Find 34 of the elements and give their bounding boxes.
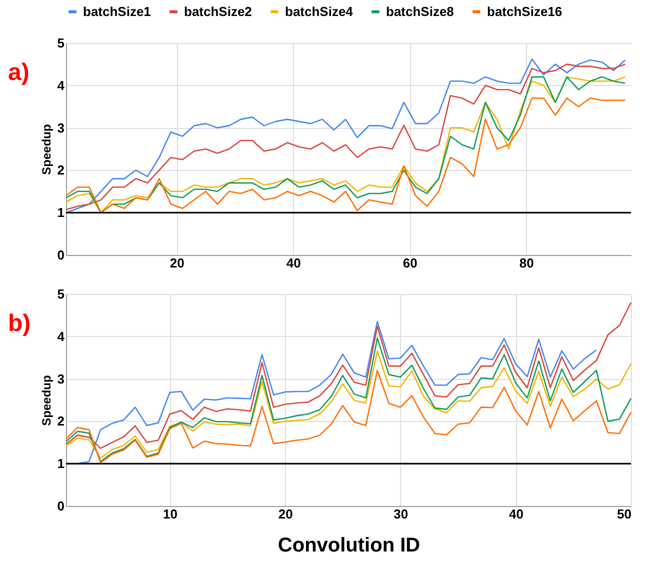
x-tick-label: 40 (508, 506, 524, 522)
x-tick-label: 10 (163, 506, 178, 522)
y-tick-label: 1 (57, 456, 64, 472)
x-tick-label: 40 (286, 256, 301, 270)
text: a) (8, 59, 30, 86)
y-tick-label: 2 (57, 162, 64, 178)
x-tick-label: 20 (278, 506, 293, 522)
x-tick-label: 60 (402, 256, 418, 270)
y-tick-label: 5 (57, 286, 64, 302)
line-series (65, 370, 632, 464)
y-tick-label: 1 (57, 205, 64, 220)
x-tick-label: 20 (170, 256, 184, 270)
legend-label: batchSize4 (285, 4, 354, 19)
legend-label: batchSize1 (83, 4, 151, 19)
y-tick-label: 0 (57, 498, 64, 514)
legend-label: batchSize8 (386, 4, 454, 19)
y-tick-label: 4 (57, 328, 66, 344)
line-series (65, 97, 626, 214)
y-tick-label: 2 (57, 414, 64, 429)
y-axis-title: Speedup (39, 375, 54, 426)
y-tick-label: 3 (57, 120, 64, 136)
x-tick-label: 30 (394, 506, 408, 522)
x-tick-label: 50 (617, 506, 632, 522)
y-tick-label: 4 (57, 78, 66, 93)
x-axis-title: Convolution ID (278, 534, 420, 556)
y-tick-label: 3 (57, 371, 64, 386)
legend-label: batchSize16 (487, 4, 562, 19)
y-tick-label: 0 (57, 248, 64, 262)
y-axis-title: Speedup (39, 124, 54, 175)
legend-label: batchSize2 (184, 4, 252, 19)
line-series (65, 302, 632, 449)
text: b) (8, 310, 31, 337)
x-tick-label: 80 (519, 256, 534, 270)
y-tick-label: 5 (57, 36, 64, 50)
